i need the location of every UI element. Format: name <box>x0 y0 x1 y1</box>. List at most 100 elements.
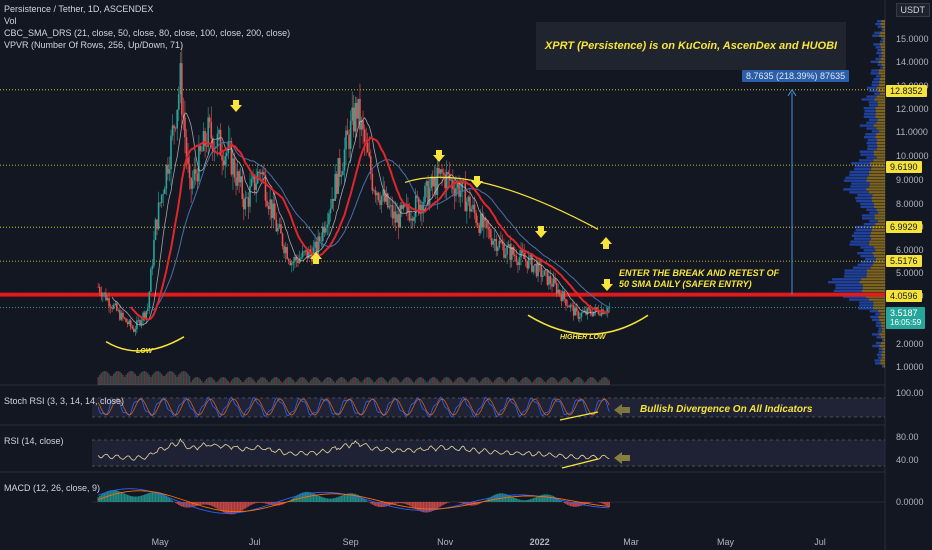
candle <box>198 135 200 184</box>
candle <box>543 270 546 276</box>
vpvr-bar <box>857 252 873 255</box>
candle <box>400 201 403 217</box>
volume-bar <box>363 378 366 385</box>
x-tick-label: 2022 <box>530 537 550 547</box>
macd-bar <box>531 498 533 502</box>
candle <box>599 312 601 317</box>
volume-bar <box>607 378 609 385</box>
volume-bar <box>405 377 408 385</box>
volume-bar <box>182 371 185 385</box>
x-tick-label: Mar <box>623 537 639 547</box>
vpvr-bar <box>875 324 881 327</box>
candle <box>478 222 481 236</box>
volume-bar <box>523 377 525 385</box>
volume-bar <box>555 380 558 385</box>
volume-bar <box>478 382 480 385</box>
macd-bar <box>300 493 302 502</box>
vpvr-bar <box>835 283 863 287</box>
candles <box>97 45 611 336</box>
candle <box>472 198 474 213</box>
vpvr-bar <box>877 89 885 92</box>
volume-bar <box>391 377 394 385</box>
candle <box>486 220 488 238</box>
vpvr-bar <box>876 95 885 98</box>
volume-bar <box>415 380 417 385</box>
macd-bar <box>436 502 439 509</box>
volume-bar <box>404 377 406 385</box>
macd-bar <box>526 500 528 502</box>
candle <box>517 259 519 274</box>
vpvr-bar <box>873 78 880 81</box>
volume-bar <box>509 377 511 385</box>
higher-low-arc <box>527 314 649 335</box>
volume-bar <box>543 381 545 385</box>
vpvr-bar <box>878 350 883 353</box>
macd-bar <box>563 502 566 504</box>
candle <box>492 238 494 249</box>
macd-bar <box>205 502 208 505</box>
vpvr-bar <box>857 263 873 266</box>
volume-bar <box>232 378 234 385</box>
volume-bar <box>283 380 285 385</box>
volume-bar <box>487 377 490 385</box>
symbol-title: Persistence / Tether, 1D, ASCENDEX <box>4 4 154 14</box>
macd-bar <box>229 502 231 515</box>
vpvr-bar <box>883 339 885 342</box>
vpvr-bar <box>877 49 882 52</box>
vpvr-bar <box>878 72 885 75</box>
macd-bar <box>226 502 228 514</box>
candle <box>363 124 366 157</box>
macd-bar <box>275 502 278 506</box>
volume-bar <box>436 379 439 385</box>
volume-bar <box>449 378 451 385</box>
vpvr-bar <box>870 72 879 75</box>
candle <box>280 216 282 234</box>
candle <box>284 241 287 263</box>
currency-button[interactable]: USDT <box>895 3 930 17</box>
volume-bar <box>156 371 158 385</box>
vpvr-bar <box>879 318 885 322</box>
volume-bar <box>476 380 479 385</box>
vpvr-bar <box>877 25 882 29</box>
vpvr-bar <box>877 118 885 121</box>
volume-bar <box>390 378 392 385</box>
candle <box>278 217 281 230</box>
vpvr-bar <box>872 307 885 310</box>
candle <box>252 169 254 183</box>
macd-bar <box>221 502 223 512</box>
volume-bar <box>591 377 593 385</box>
macd-bar <box>458 502 460 503</box>
vpvr-bar <box>866 156 877 159</box>
macd-bar <box>257 502 259 503</box>
candle <box>571 301 573 311</box>
candle <box>221 142 223 176</box>
candle <box>208 114 211 129</box>
candle <box>264 167 267 208</box>
vpvr-bar <box>866 121 877 124</box>
vpvr-bar <box>875 107 885 110</box>
macd-bar <box>524 500 527 502</box>
vpvr-bar <box>882 40 885 43</box>
macd-bar <box>387 502 389 507</box>
candle <box>286 243 288 260</box>
macd-bar <box>198 502 200 506</box>
break-retest-annotation-line2: 50 SMA DAILY (SAFER ENTRY) <box>619 279 752 289</box>
vpvr-bar <box>878 69 885 72</box>
volume-bar <box>500 377 502 385</box>
vpvr-bar <box>863 136 876 139</box>
vpvr-bar <box>874 205 885 208</box>
candle <box>562 286 564 302</box>
candle <box>334 164 336 202</box>
vpvr-bar <box>865 133 877 136</box>
candle <box>304 249 307 256</box>
vpvr-bar <box>869 170 885 174</box>
macd-bar <box>357 495 360 502</box>
volume-bar <box>463 379 465 385</box>
volume-bar <box>410 379 412 385</box>
volume-bar <box>368 377 370 385</box>
macd-bar <box>608 502 611 508</box>
macd-bar <box>269 502 271 505</box>
y-tick-label: 5.0000 <box>896 268 924 278</box>
volume-bar <box>380 377 383 385</box>
